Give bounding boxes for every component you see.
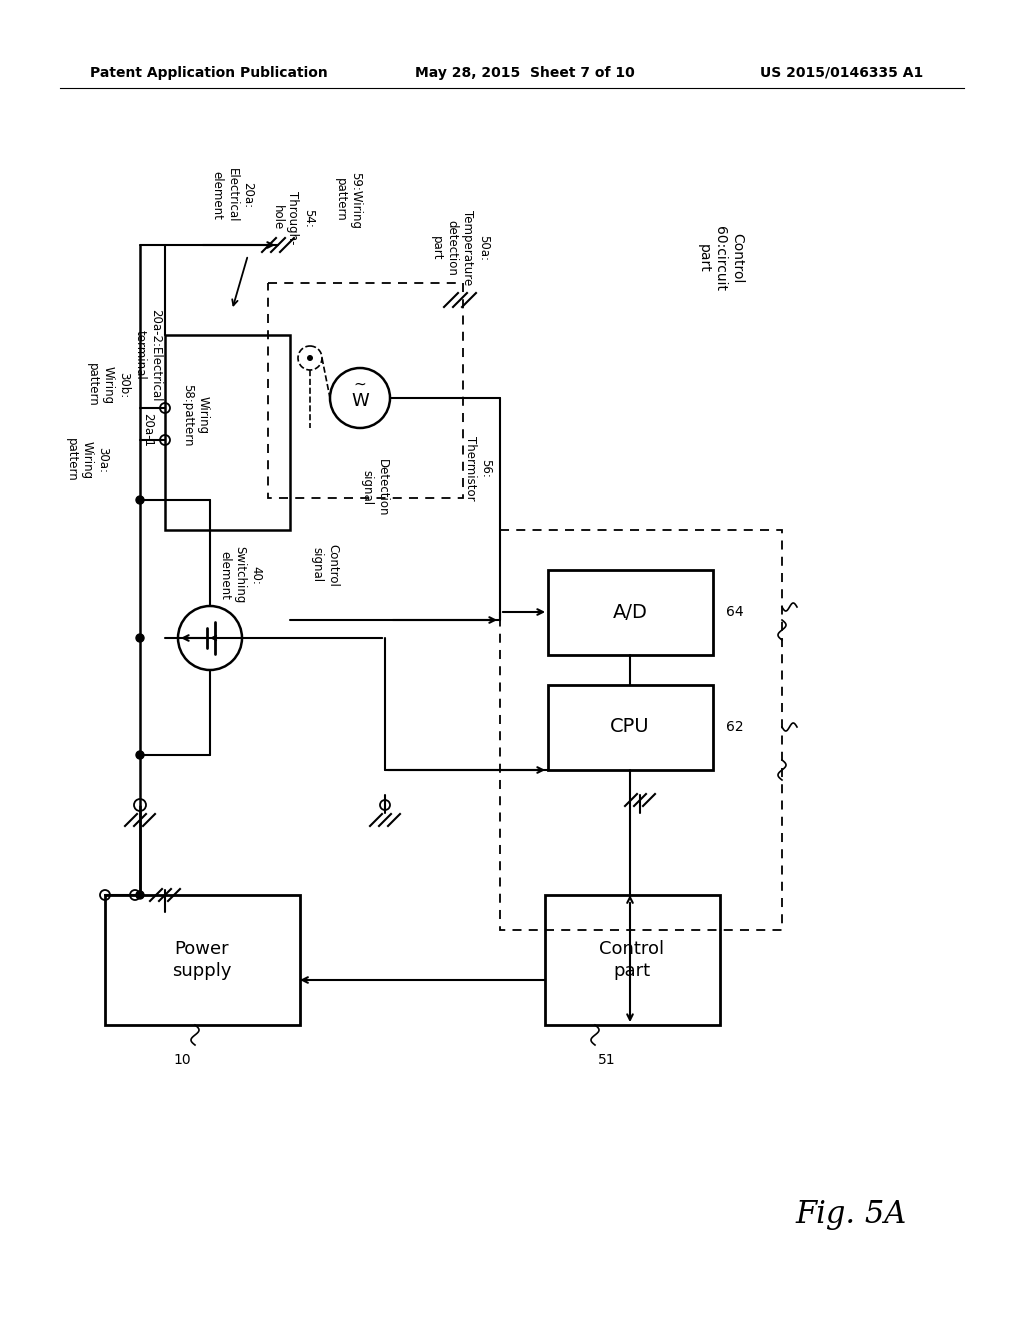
Bar [165, 335, 290, 531]
Bar [545, 895, 720, 1026]
Text: 56:
Thermistor: 56: Thermistor [464, 436, 493, 500]
Text: Control
signal: Control signal [310, 544, 339, 586]
Text: 20a-2:Electrical
terminal: 20a-2:Electrical terminal [134, 309, 162, 401]
Text: W: W [351, 392, 369, 411]
Text: CPU: CPU [610, 718, 650, 737]
Bar [105, 895, 300, 1026]
Circle shape [136, 751, 144, 759]
Text: 30a:
Wiring
pattern: 30a: Wiring pattern [65, 438, 109, 482]
Text: A/D: A/D [612, 602, 647, 622]
Text: 40:
Switching
element: 40: Switching element [218, 546, 262, 603]
Text: Fig. 5A: Fig. 5A [795, 1200, 906, 1230]
Circle shape [136, 496, 144, 504]
Text: Patent Application Publication: Patent Application Publication [90, 66, 328, 81]
Text: 62: 62 [726, 719, 743, 734]
Text: US 2015/0146335 A1: US 2015/0146335 A1 [760, 66, 924, 81]
Text: 20a:
Electrical
element: 20a: Electrical element [210, 168, 254, 222]
Text: 59:Wiring
pattern: 59:Wiring pattern [334, 172, 362, 228]
Bar [500, 531, 782, 931]
Bar [268, 282, 463, 498]
Circle shape [136, 891, 144, 899]
Text: 30b:
Wiring
pattern: 30b: Wiring pattern [86, 363, 130, 407]
Text: Wiring
58:pattern: Wiring 58:pattern [181, 384, 209, 446]
Text: Power
supply: Power supply [172, 940, 231, 979]
Text: Control
60:circuit
part: Control 60:circuit part [696, 226, 743, 290]
Text: Detection
signal: Detection signal [360, 459, 389, 516]
Text: 20a-1: 20a-1 [141, 413, 155, 447]
Text: ~: ~ [353, 376, 367, 392]
Text: 51: 51 [598, 1053, 615, 1067]
Text: 64: 64 [726, 605, 743, 619]
Bar [548, 685, 713, 770]
Text: Control
part: Control part [599, 940, 665, 979]
Text: 54:
Through-
hole: 54: Through- hole [271, 191, 315, 244]
Text: 50a:
Temperature
detection
part: 50a: Temperature detection part [430, 210, 489, 285]
Circle shape [307, 355, 313, 360]
Text: May 28, 2015  Sheet 7 of 10: May 28, 2015 Sheet 7 of 10 [415, 66, 635, 81]
Bar [548, 570, 713, 655]
Text: 10: 10 [173, 1053, 190, 1067]
Circle shape [136, 634, 144, 642]
